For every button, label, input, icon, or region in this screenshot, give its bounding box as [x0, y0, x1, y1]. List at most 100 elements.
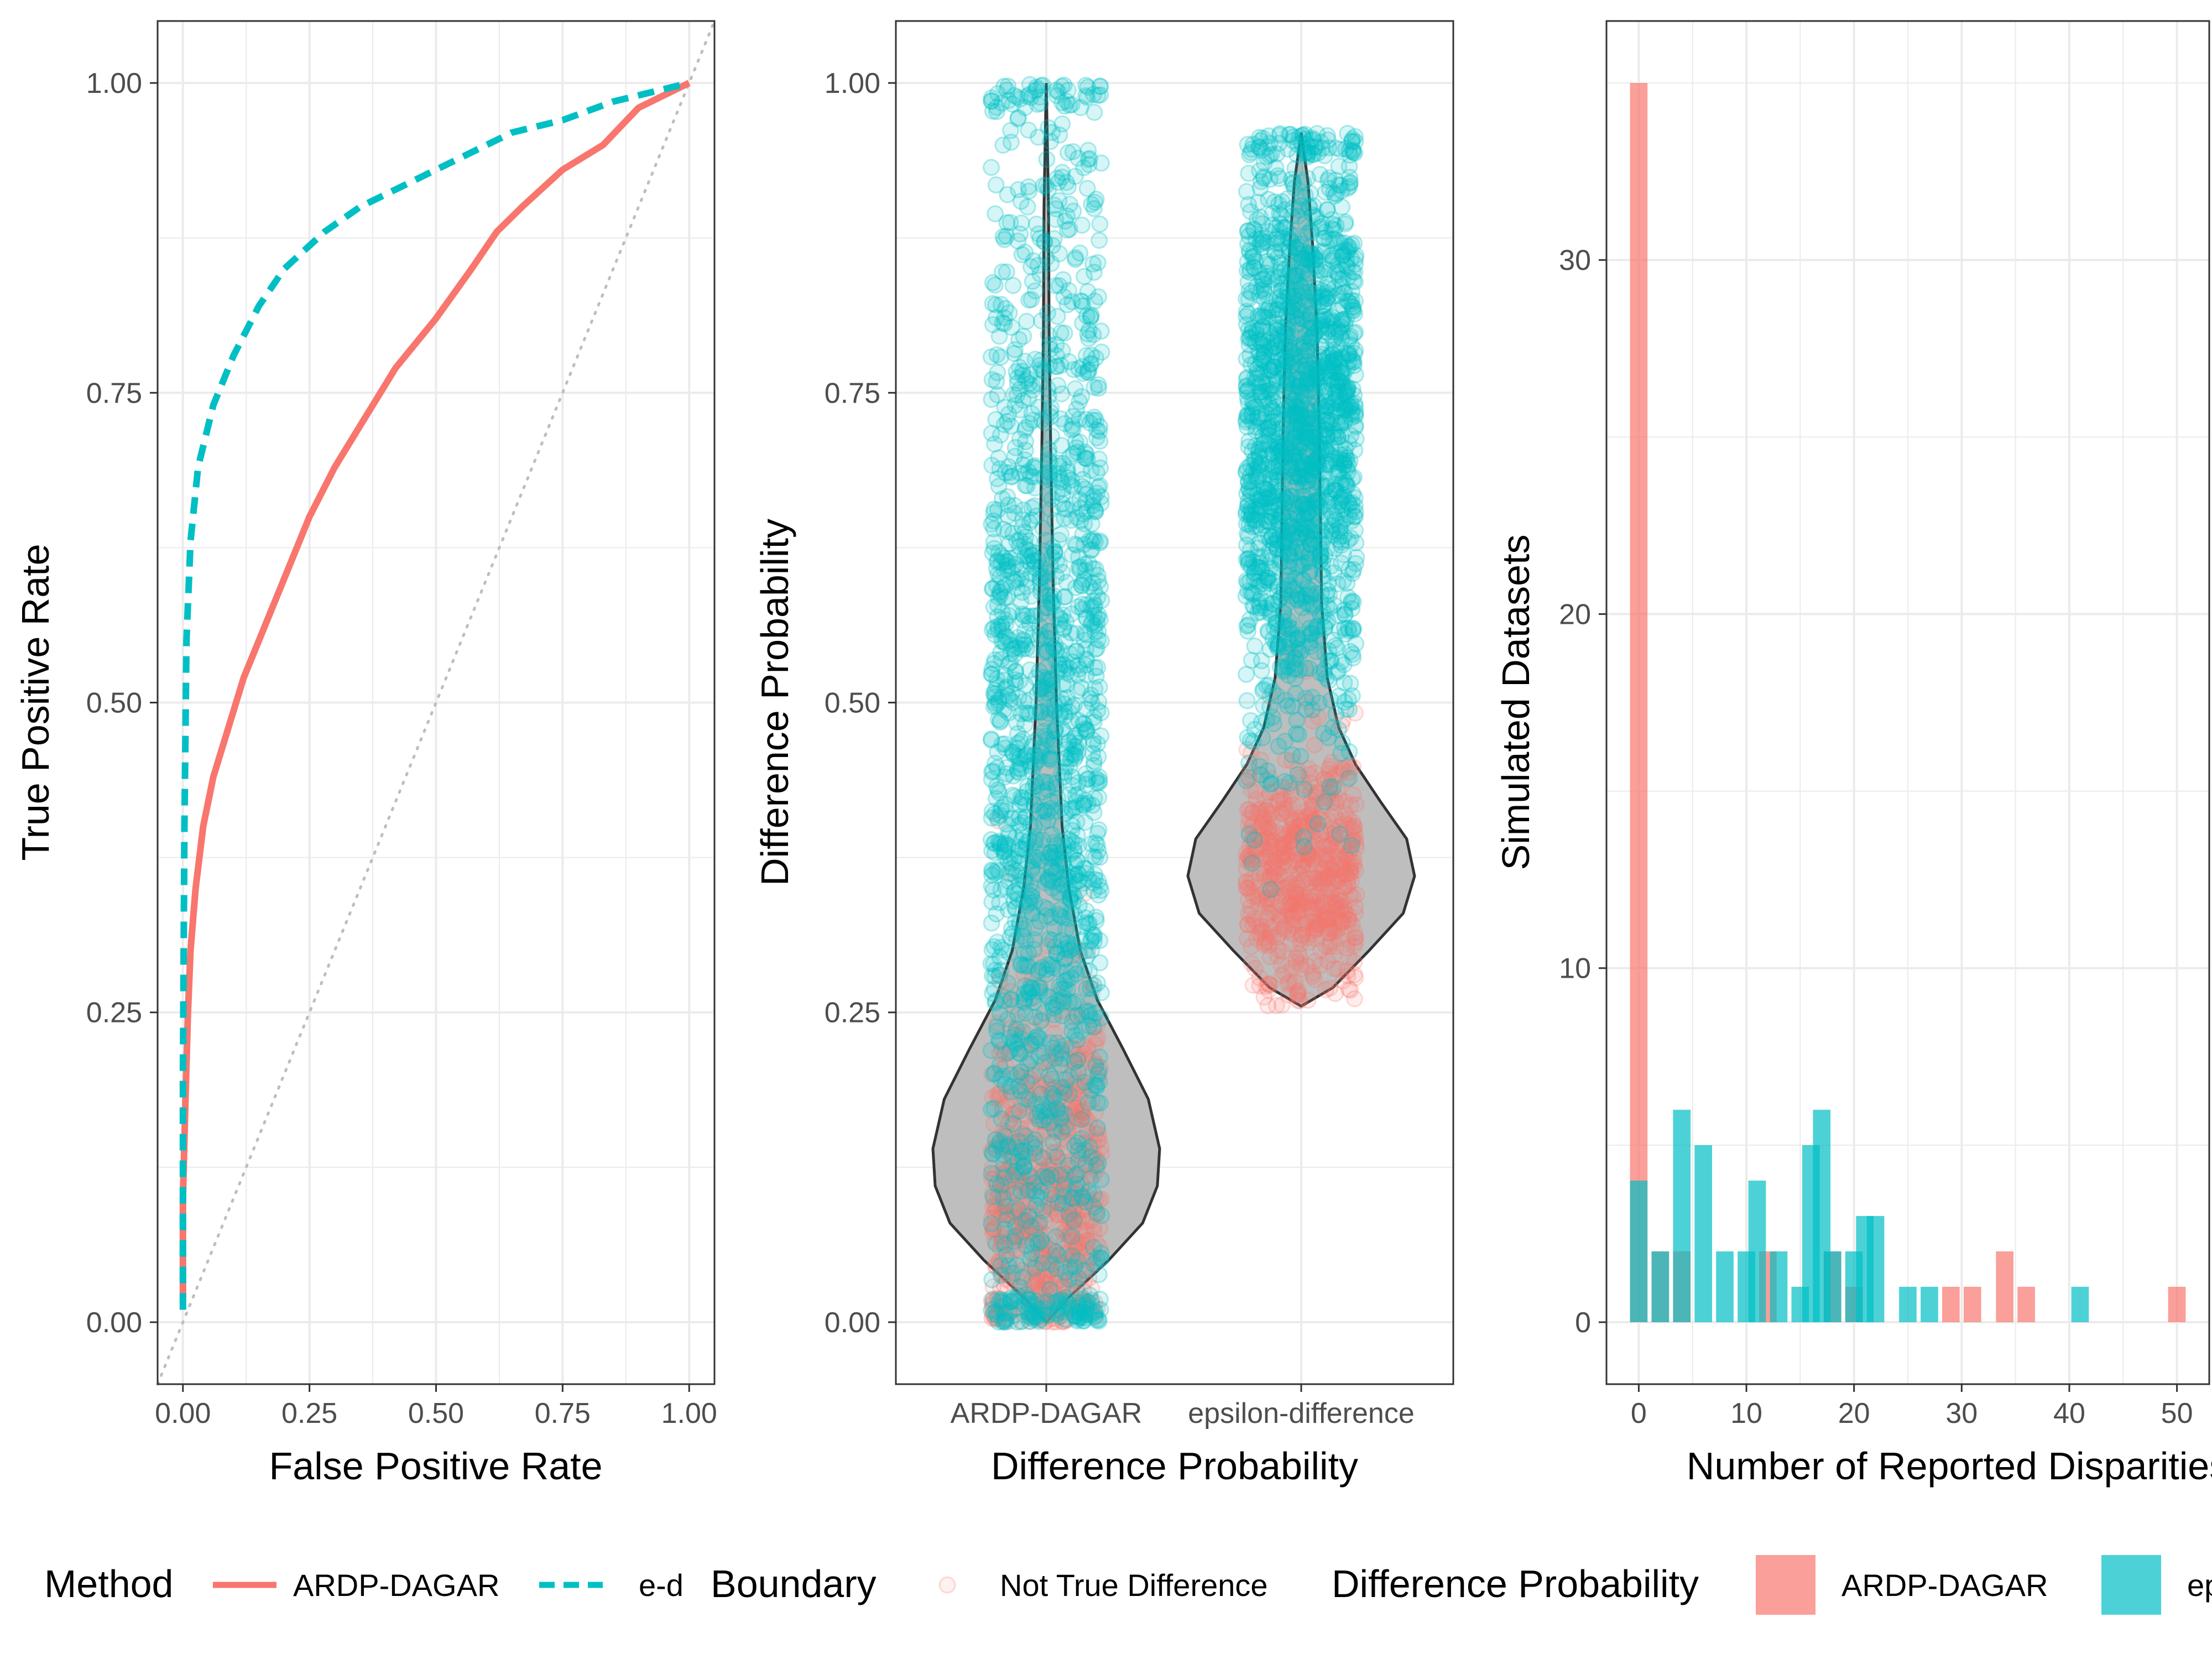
violin-point-not-true-difference — [1038, 1297, 1056, 1314]
violin-point-true-difference — [1092, 578, 1109, 596]
violin-point-true-difference — [1290, 587, 1308, 605]
violin-point-not-true-difference — [994, 1313, 1012, 1331]
violin-point-not-true-difference — [1007, 1172, 1025, 1190]
violin-point-not-true-difference — [1030, 1218, 1048, 1235]
roc-series — [179, 80, 691, 1310]
violin-point-not-true-difference — [1042, 1261, 1060, 1279]
violin-point-true-difference — [1023, 888, 1041, 906]
violin-point-not-true-difference — [993, 1041, 1011, 1058]
histogram-x-axis-title: Number of Reported Disparities — [1687, 1444, 2212, 1488]
violin-point-true-difference — [1320, 495, 1337, 513]
violin-point-true-difference — [1089, 1119, 1107, 1137]
violin-point-not-true-difference — [1022, 1303, 1040, 1321]
violin-point-not-true-difference — [992, 1061, 1010, 1078]
violin-point-true-difference — [1308, 618, 1326, 635]
violin-point-not-true-difference — [1089, 1132, 1107, 1149]
violin-point-true-difference — [987, 176, 1005, 194]
violin-point-not-true-difference — [1050, 986, 1067, 1004]
violin-point-not-true-difference — [1051, 1271, 1069, 1288]
violin-point-not-true-difference — [983, 1065, 1000, 1083]
violin-point-true-difference — [1030, 631, 1048, 649]
violin-point-not-true-difference — [988, 1131, 1005, 1149]
violin-point-not-true-difference — [991, 972, 1009, 990]
violin-point-true-difference — [1024, 861, 1041, 879]
violin-point-not-true-difference — [1031, 1148, 1049, 1166]
violin-point-true-difference — [1013, 246, 1031, 263]
violin-point-true-difference — [1007, 899, 1025, 917]
violin-point-not-true-difference — [1005, 1202, 1022, 1220]
violin-point-not-true-difference — [992, 1226, 1009, 1244]
violin-point-not-true-difference — [1037, 1298, 1055, 1315]
violin-point-not-true-difference — [991, 1186, 1009, 1204]
violin-point-not-true-difference — [1067, 1099, 1085, 1117]
violin-point-true-difference — [1088, 421, 1105, 439]
histogram-bar-ardp-dagar — [1963, 1286, 1981, 1322]
violin-point-not-true-difference — [1000, 1302, 1018, 1320]
violin-point-true-difference — [982, 955, 1000, 972]
violin-point-not-true-difference — [1087, 1104, 1104, 1121]
violin-point-not-true-difference — [1004, 1183, 1021, 1201]
violin-point-not-true-difference — [1047, 1313, 1065, 1331]
violin-point-not-true-difference — [1014, 1224, 1031, 1241]
violin-point-true-difference — [1092, 1249, 1109, 1266]
violin-point-true-difference — [1344, 687, 1361, 705]
violin-point-not-true-difference — [1074, 1073, 1092, 1091]
violin-point-not-true-difference — [983, 1160, 1000, 1177]
violin-point-not-true-difference — [1040, 1239, 1057, 1257]
violin-point-true-difference — [1061, 1086, 1078, 1103]
violin-point-not-true-difference — [1055, 1244, 1073, 1261]
violin-point-not-true-difference — [1041, 1196, 1058, 1214]
violin-point-true-difference — [1000, 826, 1018, 844]
violin-point-true-difference — [1052, 1044, 1070, 1062]
violin-point-true-difference — [1056, 950, 1074, 968]
violin-point-not-true-difference — [1023, 1092, 1041, 1109]
violin-point-not-true-difference — [1070, 1234, 1088, 1251]
violin-point-not-true-difference — [1040, 1114, 1058, 1132]
violin-point-not-true-difference — [1048, 1274, 1065, 1291]
legend-difference-probability-title: Difference Probability — [1332, 1562, 1699, 1605]
violin-point-true-difference — [1016, 451, 1034, 469]
violin-point-not-true-difference — [1013, 1062, 1030, 1080]
violin-point-not-true-difference — [1036, 1293, 1053, 1311]
violin-point-true-difference — [1082, 306, 1100, 324]
violin-point-true-difference — [1296, 780, 1313, 798]
violin-point-not-true-difference — [1092, 1139, 1110, 1156]
violin-point-not-true-difference — [1073, 1234, 1091, 1251]
violin-point-not-true-difference — [1045, 1242, 1063, 1260]
violin-point-not-true-difference — [1081, 1114, 1098, 1131]
roc-x-tick-label: 1.00 — [661, 1397, 717, 1430]
violin-point-not-true-difference — [1007, 1197, 1025, 1214]
violin-point-not-true-difference — [1024, 1105, 1042, 1123]
violin-point-true-difference — [992, 962, 1010, 979]
violin-point-not-true-difference — [1030, 953, 1047, 971]
violin-point-true-difference — [1046, 542, 1063, 560]
violin-point-true-difference — [1271, 658, 1289, 676]
violin-point-true-difference — [1061, 645, 1079, 662]
violin-point-not-true-difference — [1080, 1252, 1098, 1270]
violin-point-not-true-difference — [999, 1138, 1017, 1155]
violin-point-true-difference — [992, 554, 1010, 572]
violin-point-true-difference — [984, 544, 1001, 562]
violin-point-not-true-difference — [1053, 1254, 1071, 1272]
roc-x-ticks: 0.00 0.25 0.50 0.75 1.00 — [155, 1384, 717, 1430]
violin-point-not-true-difference — [1070, 1060, 1088, 1077]
violin-point-not-true-difference — [1077, 1157, 1095, 1175]
violin-point-true-difference — [1026, 479, 1044, 497]
violin-point-true-difference — [1025, 252, 1042, 270]
violin-point-not-true-difference — [1021, 1070, 1039, 1088]
violin-point-not-true-difference — [1031, 1079, 1048, 1097]
violin-point-true-difference — [1040, 1114, 1058, 1132]
violin-point-true-difference — [993, 650, 1010, 668]
violin-point-true-difference — [1238, 692, 1256, 709]
violin-point-not-true-difference — [1036, 1272, 1054, 1290]
violin-point-not-true-difference — [1058, 1244, 1076, 1261]
violin-point-not-true-difference — [1073, 1189, 1091, 1207]
histogram-bar-ardp-dagar — [1996, 1251, 2013, 1322]
violin-point-not-true-difference — [1021, 990, 1039, 1008]
violin-point-not-true-difference — [1066, 1212, 1083, 1230]
violin-point-true-difference — [1315, 724, 1333, 742]
violin-point-not-true-difference — [998, 1206, 1016, 1224]
violin-point-true-difference — [1276, 531, 1293, 549]
violin-point-not-true-difference — [1002, 865, 1020, 883]
violin-point-true-difference — [1028, 507, 1045, 525]
